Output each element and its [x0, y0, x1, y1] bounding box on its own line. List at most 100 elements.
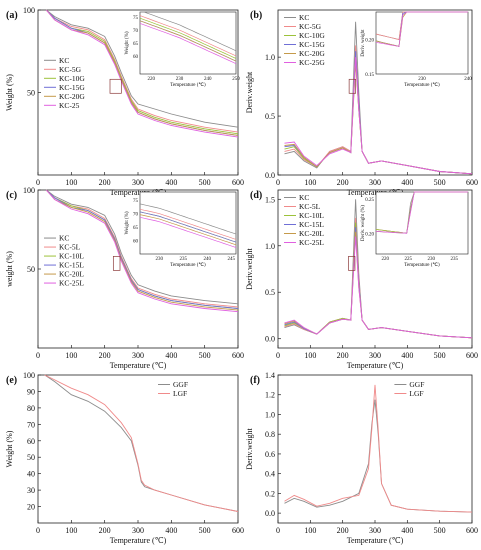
inset-x-tick-label: 235: [179, 257, 187, 262]
series-line: [45, 189, 239, 311]
y-tick-label: 1.0: [265, 410, 275, 419]
y-tick-label: 1.0: [265, 242, 275, 251]
series-line: [284, 384, 473, 513]
y-tick-label: 0.6: [265, 450, 275, 459]
legend-label: KC-15G: [299, 40, 325, 49]
inset-y-tick-label: 60: [133, 240, 139, 245]
legend-label: KC: [299, 13, 309, 22]
y-tick-label: 100: [23, 6, 35, 15]
inset-series-line: [139, 208, 237, 240]
x-tick-label: 500: [434, 526, 446, 535]
x-tick-label: 0: [36, 178, 40, 187]
legend-label: KC: [299, 193, 309, 202]
series-line: [284, 57, 473, 175]
inset-series-line: [139, 20, 237, 62]
y-tick-label: 50: [27, 453, 35, 462]
y-tick-label: 0.5: [265, 288, 275, 297]
y-axis-label: Deriv.weight: [245, 71, 254, 113]
panel-label: (e): [6, 375, 17, 386]
x-tick-label: 600: [466, 526, 478, 535]
x-axis-label: Temperature (℃): [347, 188, 404, 197]
y-tick-label: 50: [27, 89, 35, 98]
x-tick-label: 0: [36, 351, 40, 360]
zoom-region-box: [348, 256, 356, 271]
panel-label: (c): [6, 190, 17, 201]
inset-x-tick-label: 225: [404, 257, 412, 262]
inset-x-tick-label: 220: [381, 257, 389, 262]
x-tick-label: 100: [65, 178, 77, 187]
legend-label: KC-25L: [299, 238, 324, 247]
x-tick-label: 100: [65, 526, 77, 535]
series-line: [45, 189, 239, 313]
x-tick-label: 300: [132, 178, 144, 187]
inset-series-line: [375, 11, 468, 47]
series-line: [284, 399, 473, 513]
inset-y-tick-label: 0.20: [365, 232, 374, 237]
inset-chart: 220 230 240 250 60 65 70 75 Temperature (℃) Weigh…: [125, 11, 240, 88]
inset-y-tick-label: 75: [133, 199, 139, 204]
x-tick-label: 300: [369, 526, 381, 535]
y-tick-label: 0.4: [265, 470, 275, 479]
inset-frame: [375, 11, 469, 75]
inset-x-tick-label: 230: [427, 257, 435, 262]
inset-x-tick-label: 230: [155, 257, 163, 262]
inset-x-tick-label: 250: [232, 77, 240, 82]
y-tick-label: 40: [27, 470, 35, 479]
inset-y-tick-label: 75: [133, 16, 139, 21]
panel-label: (b): [250, 10, 262, 21]
y-tick-label: 70: [27, 420, 35, 429]
y-axis-label: Weight (%): [5, 74, 14, 111]
x-tick-label: 600: [232, 178, 244, 187]
inset-y-tick-label: 70: [133, 213, 139, 218]
x-tick-label: 300: [132, 351, 144, 360]
x-tick-label: 100: [304, 526, 316, 535]
y-axis-label: Deriv.weight: [245, 427, 254, 469]
x-tick-label: 400: [165, 351, 177, 360]
x-tick-label: 500: [434, 178, 446, 187]
y-tick-label: 60: [27, 437, 35, 446]
x-tick-label: 200: [99, 526, 111, 535]
y-tick-label: 0.5: [265, 112, 275, 121]
inset-x-axis-label: Temperature (℃): [170, 82, 206, 88]
x-axis-label: Temperature (℃): [347, 361, 404, 370]
panel-label: (f): [250, 375, 260, 386]
inset-x-tick-label: 240: [203, 257, 211, 262]
legend-label: KC-20L: [299, 229, 324, 238]
x-tick-label: 400: [401, 351, 413, 360]
x-tick-label: 400: [165, 526, 177, 535]
series-line: [284, 57, 473, 175]
legend-label: KC-25: [59, 101, 80, 110]
y-tick-label: 50: [27, 265, 35, 274]
inset-series-line: [139, 15, 237, 57]
legend-label: KC: [59, 234, 69, 243]
legend-label: LGF: [409, 389, 423, 398]
zoom-region-box: [112, 256, 121, 271]
chart-panel: (d) 0 100 200 300 400 500 600 0.0 0.5 1.0 1.5 Temper…: [245, 189, 478, 370]
inset-y-tick-label: 60: [133, 55, 139, 60]
plot-frame: [37, 374, 239, 524]
inset-x-tick-label: 240: [204, 77, 212, 82]
x-tick-label: 500: [199, 526, 211, 535]
y-tick-label: 100: [23, 186, 35, 195]
x-tick-label: 500: [434, 351, 446, 360]
inset-x-axis-label: Temperature (℃): [170, 262, 206, 268]
x-axis-label: Temperature (℃): [110, 188, 167, 197]
legend-label: KC-15G: [59, 83, 85, 92]
x-tick-label: 600: [232, 351, 244, 360]
x-tick-label: 300: [132, 526, 144, 535]
inset-series-line: [139, 216, 237, 248]
inset-chart: 230 240 0.15 0.20 Temperature (℃) Deriv. weig…: [361, 11, 472, 88]
inset-x-tick-label: 235: [450, 257, 458, 262]
legend-label: KC-15L: [59, 261, 84, 270]
y-tick-label: 0.0: [265, 509, 275, 518]
y-tick-label: 20: [27, 503, 35, 512]
x-tick-label: 500: [199, 351, 211, 360]
inset-y-tick-label: 70: [133, 29, 139, 34]
inset-y-tick-label: 0.25: [365, 198, 374, 203]
x-tick-label: 0: [276, 178, 280, 187]
legend-label: KC-5L: [299, 202, 321, 211]
y-axis-label: weight (%): [5, 251, 14, 287]
series-line: [45, 9, 239, 133]
inset-x-axis-label: Temperature (℃): [404, 82, 440, 88]
inset-x-tick-label: 230: [418, 77, 426, 82]
